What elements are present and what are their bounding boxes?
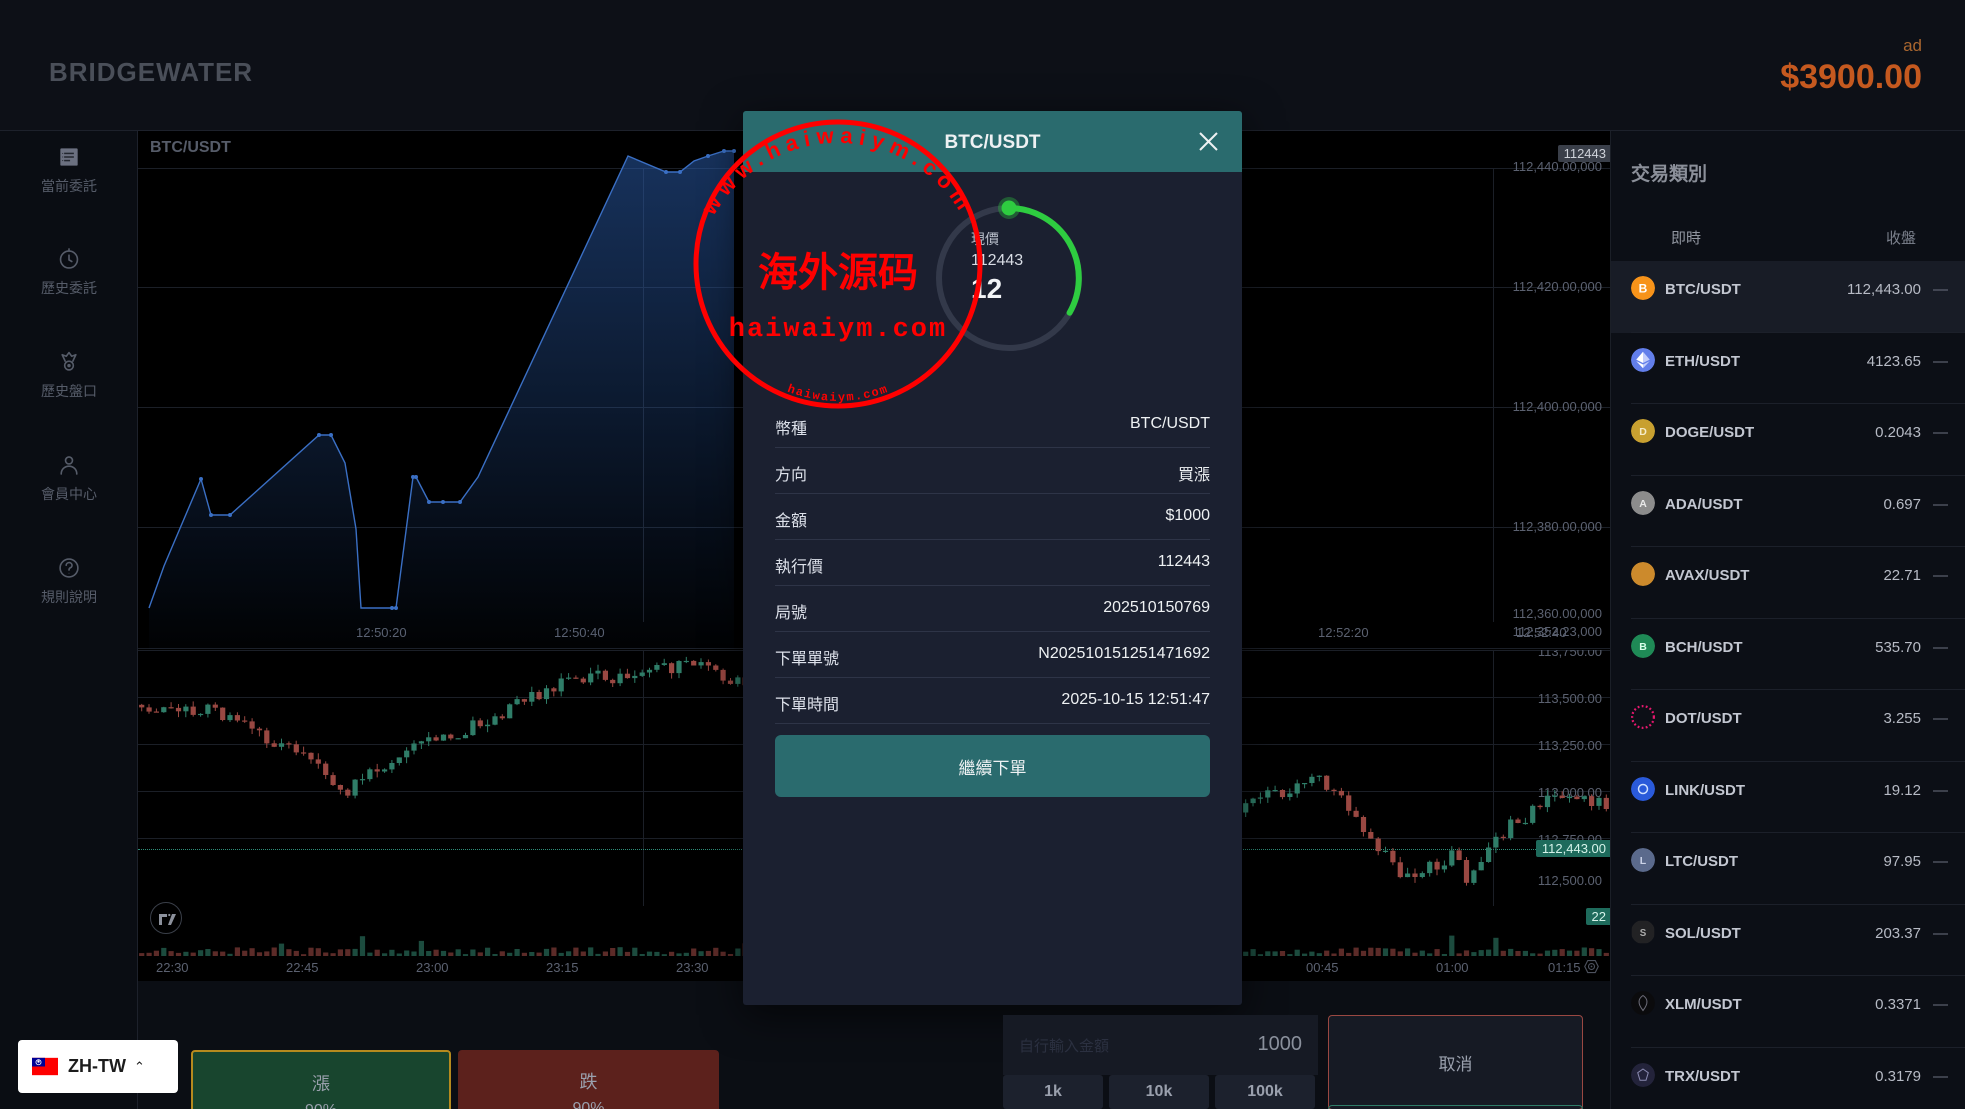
svg-text:A: A (1639, 497, 1647, 509)
svg-text:S: S (1640, 927, 1647, 938)
svg-text:D: D (1639, 426, 1647, 438)
svg-text:B: B (1639, 282, 1648, 296)
svg-text:L: L (1640, 855, 1647, 867)
svg-text:B: B (1639, 640, 1647, 652)
